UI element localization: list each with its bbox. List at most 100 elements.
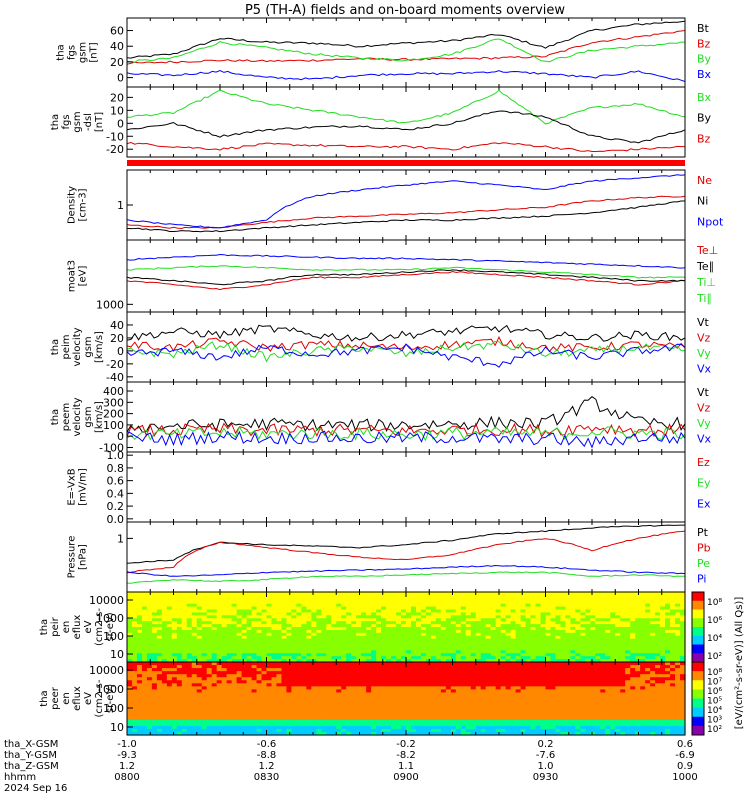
spectrogram-cell <box>341 600 347 605</box>
spectrogram-cell <box>356 635 362 640</box>
spectrogram-cell <box>505 632 512 637</box>
spectrogram-cell <box>470 618 477 622</box>
spectrogram-cell <box>251 629 258 634</box>
spectrogram-cell <box>231 710 238 715</box>
spectrogram-cell <box>216 656 223 660</box>
spectrogram-cell <box>460 656 467 660</box>
spectrogram-cell <box>425 686 432 690</box>
spectrogram-cell <box>256 606 263 611</box>
spectrogram-cell <box>460 603 467 608</box>
spectrogram-cell <box>575 627 581 631</box>
spectrogram-cell <box>655 606 661 611</box>
spectrogram-cell <box>610 594 616 599</box>
spectrogram-cell <box>221 644 228 649</box>
spectrogram-cell <box>545 603 552 608</box>
spectrogram-cell <box>321 662 327 666</box>
spectrogram-cell <box>266 627 273 631</box>
spectrogram-cell <box>251 653 258 657</box>
spectrogram-cell <box>291 659 297 663</box>
spectrogram-cell <box>326 632 332 637</box>
spectrogram-cell <box>430 592 437 596</box>
spectrogram-cell <box>460 615 467 619</box>
spectrogram-cell <box>191 698 198 703</box>
spectrogram-cell <box>600 635 606 640</box>
spectrogram-cell <box>620 615 626 619</box>
legend-item: Pe <box>697 557 710 570</box>
spectrogram-cell <box>391 710 397 715</box>
spectrogram-cell <box>151 710 158 715</box>
spectrogram-cell <box>376 606 382 611</box>
spectrogram-cell <box>540 653 547 657</box>
spectrogram-cell <box>381 710 387 715</box>
spectrogram-cell <box>236 650 243 654</box>
spectrogram-cell <box>256 731 263 736</box>
spectrogram-cell <box>206 695 213 700</box>
spectrogram-cell <box>356 719 362 724</box>
spectrogram-cell <box>500 621 507 625</box>
spectrogram-cell <box>540 659 547 663</box>
spectrogram-cell <box>680 650 686 654</box>
spectrogram-cell <box>161 701 168 706</box>
spectrogram-cell <box>480 635 487 640</box>
spectrogram-cell <box>246 606 253 611</box>
spectrogram-cell <box>326 683 332 687</box>
spectrogram-cell <box>256 627 263 631</box>
spectrogram-cell <box>376 627 382 631</box>
spectrogram-cell <box>336 603 342 608</box>
spectrogram-cell <box>351 692 357 697</box>
spectrogram-cell <box>610 627 616 631</box>
spectrogram-cell <box>301 653 307 657</box>
spectrogram-cell <box>206 728 213 733</box>
spectrogram-cell <box>341 650 347 654</box>
spectrogram-cell <box>560 603 567 608</box>
spectrogram-cell <box>336 618 342 622</box>
spectrogram-cell <box>530 612 537 616</box>
spectrogram-cell <box>480 603 487 608</box>
spectrogram-cell <box>420 692 427 697</box>
spectrogram-cell <box>191 644 198 649</box>
spectrogram-cell <box>445 612 452 616</box>
spectrogram-cell <box>301 635 307 640</box>
spectrogram-cell <box>410 728 417 733</box>
spectrogram-cell <box>361 665 367 669</box>
spectrogram-cell <box>470 647 477 651</box>
spectrogram-cell <box>650 629 656 634</box>
spectrogram-cell <box>445 725 452 730</box>
spectrogram-cell <box>146 650 153 654</box>
spectrogram-cell <box>371 725 377 730</box>
spectrogram-cell <box>550 650 557 654</box>
spectrogram-cell <box>386 722 392 727</box>
spectrogram-cell <box>435 728 442 733</box>
spectrogram-cell <box>346 713 352 718</box>
spectrogram-cell <box>151 641 158 646</box>
spectrogram-cell <box>171 665 178 669</box>
spectrogram-cell <box>445 722 452 727</box>
spectrogram-cell <box>500 618 507 622</box>
spectrogram-cell <box>595 603 601 608</box>
spectrogram-cell <box>540 647 547 651</box>
spectrogram-cell <box>241 647 248 651</box>
panel-ylabel-line: [nT] <box>94 112 105 132</box>
spectrogram-cell <box>625 627 631 631</box>
y-tick-label: -100 <box>99 441 124 454</box>
spectrogram-cell <box>460 594 467 599</box>
spectrogram-cell <box>500 647 507 651</box>
spectrogram-cell <box>376 662 382 666</box>
series-line-Bz <box>126 30 686 65</box>
spectrogram-cell <box>605 627 611 631</box>
spectrogram-cell <box>206 671 213 675</box>
spectrogram-cell <box>435 594 442 599</box>
spectrogram-cell <box>256 698 263 703</box>
spectrogram-cell <box>640 606 646 611</box>
spectrogram-cell <box>201 632 208 637</box>
spectrogram-cell <box>401 621 407 625</box>
spectrogram-cell <box>391 650 397 654</box>
spectrogram-cell <box>580 618 586 622</box>
spectrogram-cell <box>286 704 293 709</box>
spectrogram-cell <box>131 632 138 637</box>
spectrogram-cell <box>351 650 357 654</box>
spectrogram-cell <box>435 641 442 646</box>
spectrogram-cell <box>406 713 412 718</box>
